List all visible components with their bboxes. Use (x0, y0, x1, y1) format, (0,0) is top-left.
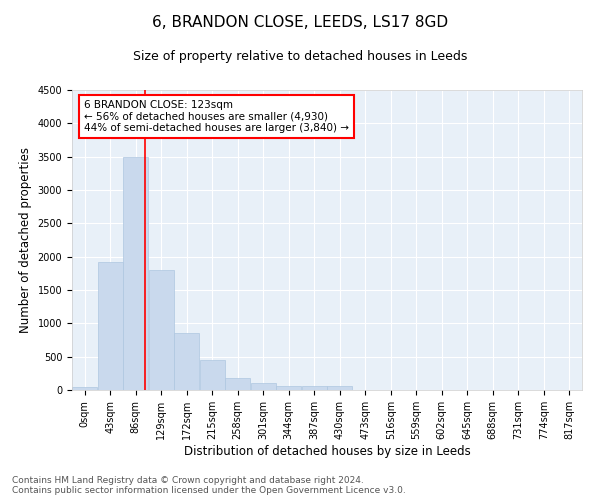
Bar (174, 334, 199, 390)
Y-axis label: Number of detached properties: Number of detached properties (19, 147, 32, 333)
Text: 6, BRANDON CLOSE, LEEDS, LS17 8GD: 6, BRANDON CLOSE, LEEDS, LS17 8GD (152, 15, 448, 30)
Text: Contains HM Land Registry data © Crown copyright and database right 2024.
Contai: Contains HM Land Registry data © Crown c… (12, 476, 406, 495)
X-axis label: Distribution of detached houses by size in Leeds: Distribution of detached houses by size … (184, 444, 470, 458)
Bar (302, 386, 327, 390)
Bar (276, 386, 301, 390)
Bar (251, 384, 276, 390)
Text: 6 BRANDON CLOSE: 123sqm
← 56% of detached houses are smaller (4,930)
44% of semi: 6 BRANDON CLOSE: 123sqm ← 56% of detache… (84, 100, 349, 133)
Bar (149, 270, 174, 390)
Bar (72, 386, 97, 390)
Bar (200, 360, 225, 390)
Bar (98, 262, 123, 390)
Text: Size of property relative to detached houses in Leeds: Size of property relative to detached ho… (133, 50, 467, 63)
Bar (225, 378, 250, 390)
Bar (327, 386, 352, 390)
Bar (123, 156, 148, 390)
